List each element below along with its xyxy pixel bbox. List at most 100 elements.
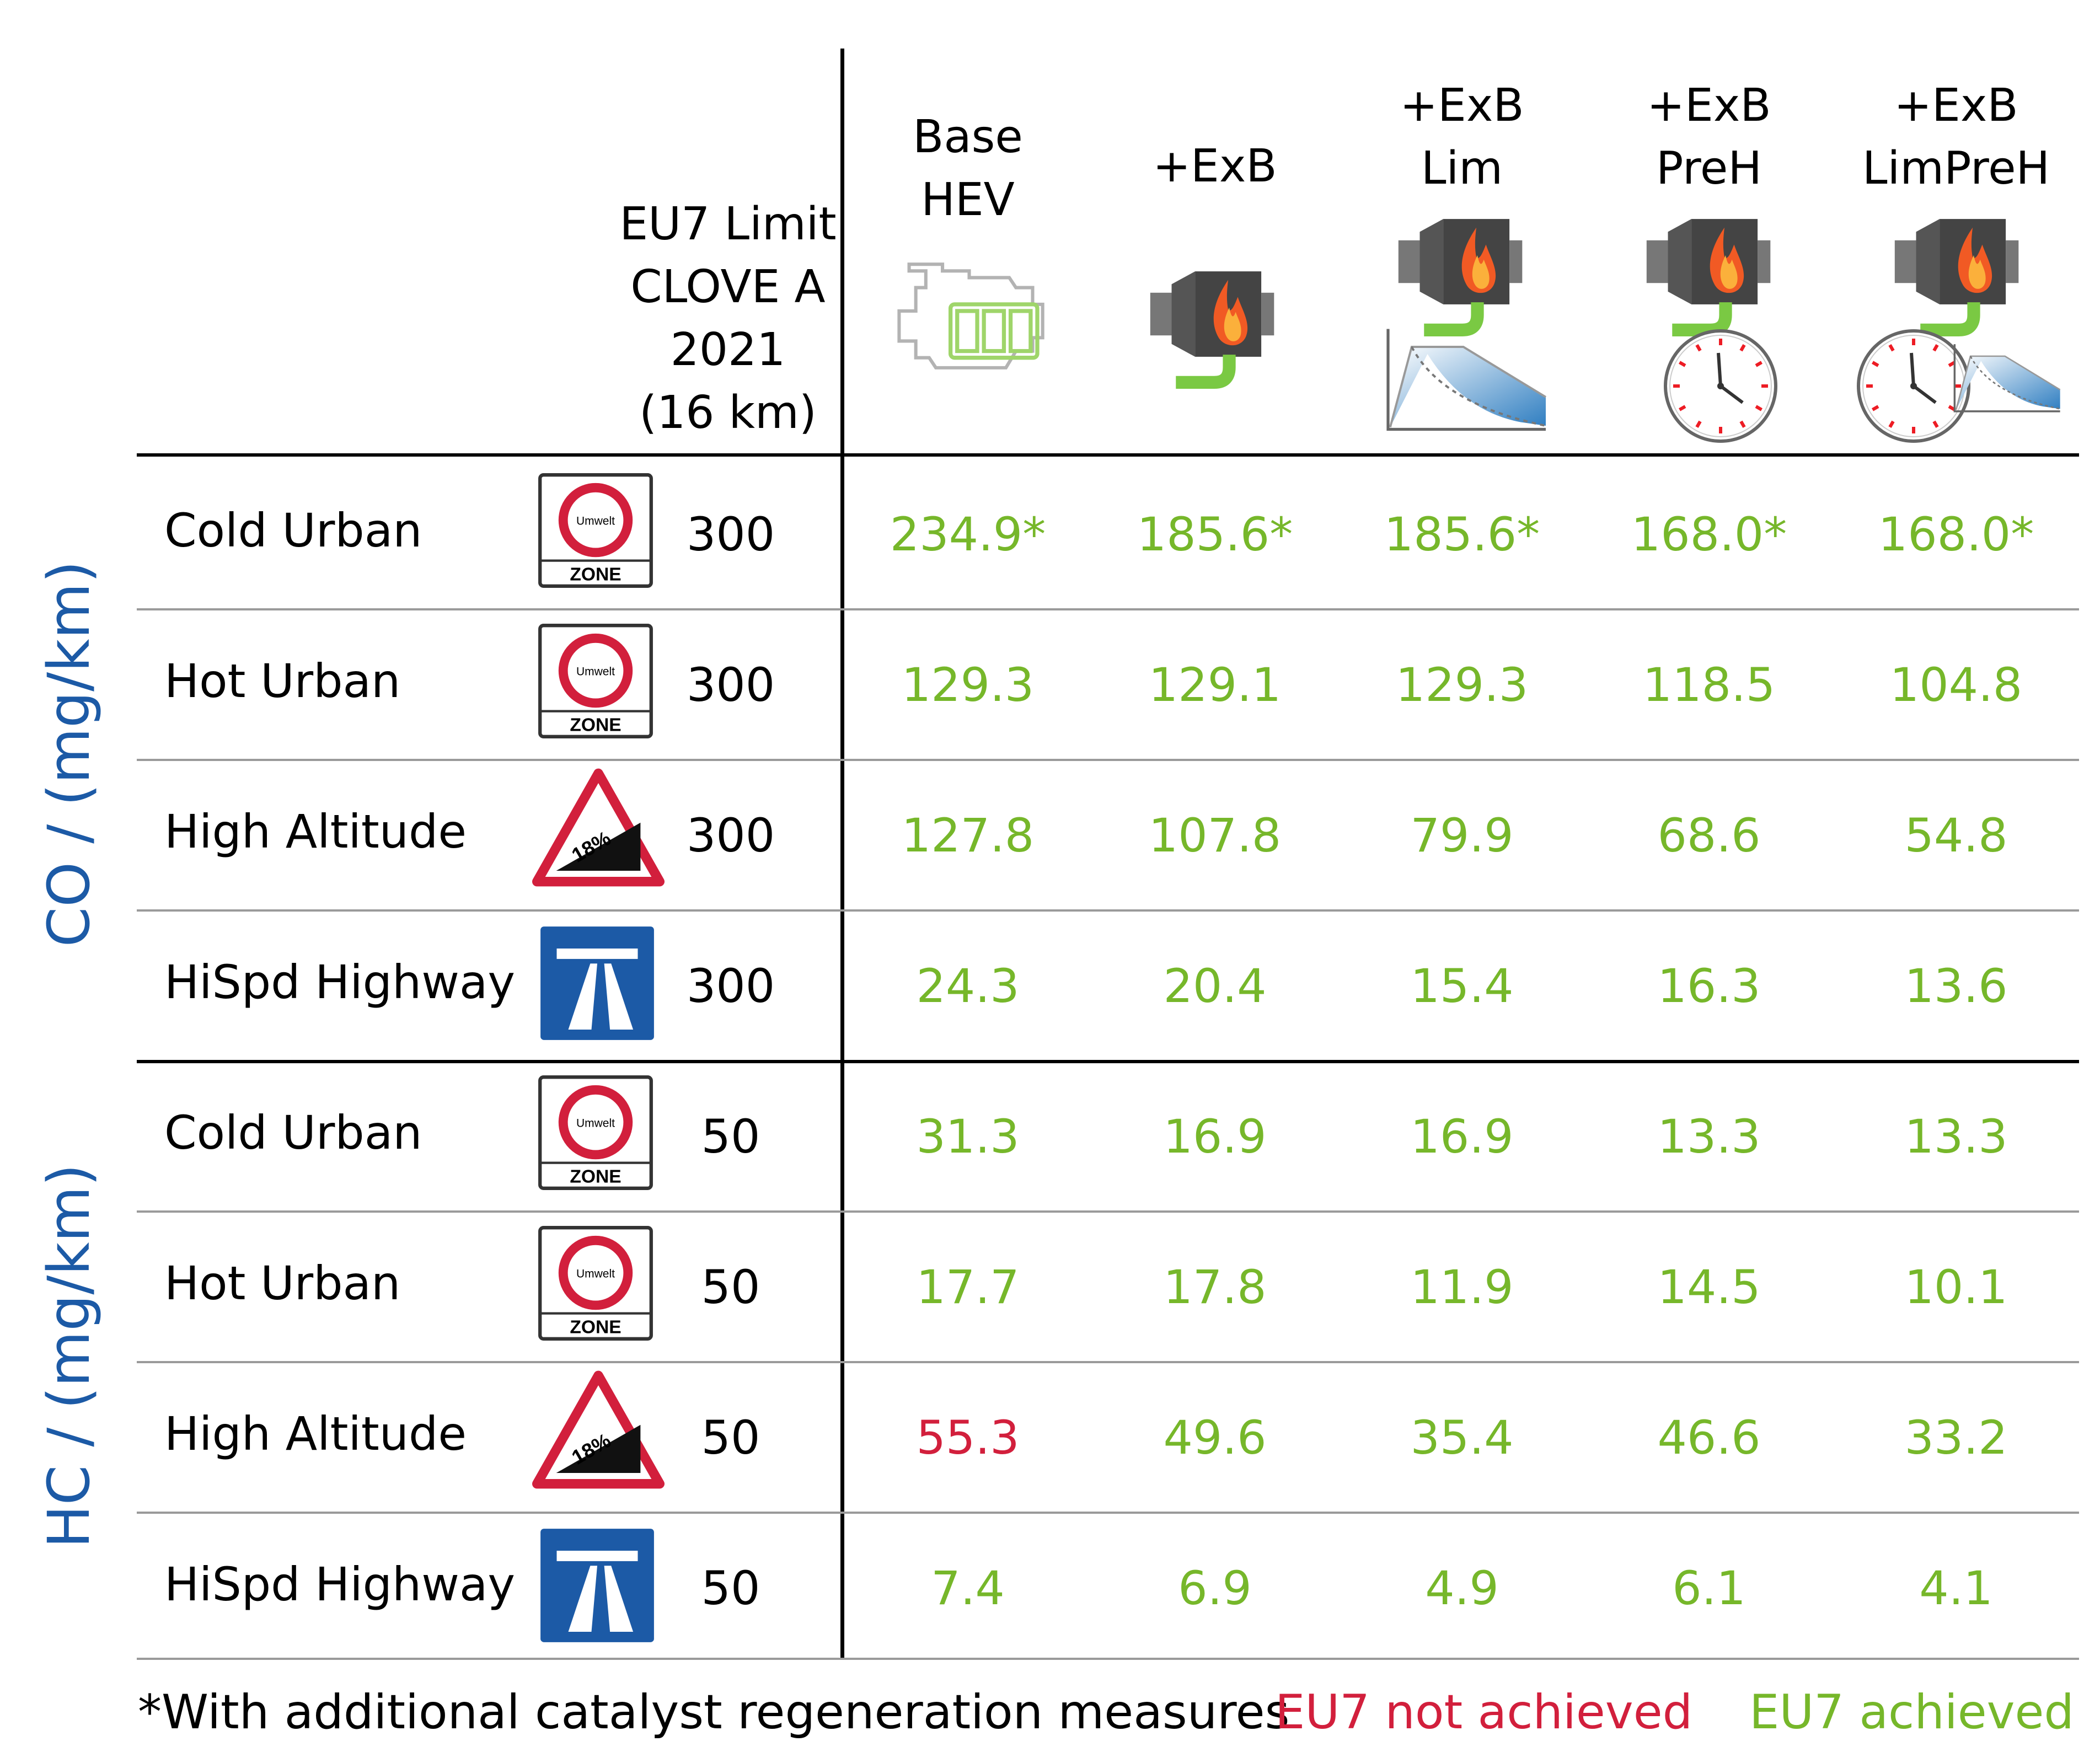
exhaust-burner-icon: [1646, 219, 1771, 336]
value-cell: 46.6: [1657, 1410, 1761, 1465]
column-header: +ExB LimPreH: [1829, 74, 2083, 200]
row-label: Hot Urban: [164, 1256, 401, 1310]
legend-not-achieved: EU7 not achieved: [1275, 1685, 1693, 1740]
value-cell: 35.4: [1410, 1410, 1514, 1465]
value-cell: 68.6: [1657, 808, 1761, 862]
value-cell: 16.9: [1163, 1109, 1267, 1164]
value-cell: 79.9: [1410, 808, 1514, 862]
zone-sign-bottom-text: ZONE: [570, 1317, 621, 1337]
value-cell: 168.0*: [1631, 507, 1787, 561]
exhaust-burner-icon: [1398, 219, 1523, 336]
row-divider: [137, 1210, 2079, 1213]
group-label: CO / (mg/km): [35, 560, 103, 947]
column-header: +ExB PreH: [1582, 74, 1836, 200]
zone-sign-top-text: Umwelt: [576, 665, 615, 678]
row-divider: [137, 909, 2079, 912]
limit-value: 300: [686, 808, 775, 862]
steep-grade-sign-icon: 18%: [532, 768, 665, 886]
legend-note: *With additional catalyst regeneration m…: [138, 1685, 1290, 1740]
column-header-line: PreH: [1656, 142, 1763, 195]
limit-curve-icon: [1386, 329, 1547, 431]
value-cell: 17.7: [916, 1260, 1020, 1314]
group-divider: [137, 1060, 2079, 1063]
value-cell: 129.3: [901, 657, 1035, 712]
value-cell: 6.1: [1672, 1561, 1746, 1615]
limit-value: 50: [701, 1260, 760, 1314]
group-label: HC / (mg/km): [35, 1164, 103, 1549]
value-cell: 4.1: [1919, 1561, 1993, 1615]
motorway-sign-icon: [540, 926, 654, 1040]
limit-header-line: 2021: [670, 324, 786, 376]
zone-sign-bottom-text: ZONE: [570, 564, 621, 585]
row-label: High Altitude: [164, 804, 467, 859]
column-header-line: Base: [913, 111, 1023, 163]
value-cell: 54.8: [1904, 808, 2008, 862]
environmental-zone-sign-icon: Umwelt ZONE: [538, 623, 653, 738]
environmental-zone-sign-icon: Umwelt ZONE: [538, 473, 653, 588]
row-label: Cold Urban: [164, 1105, 422, 1160]
column-header-line: +ExB: [1894, 79, 2018, 132]
limit-value: 50: [701, 1410, 760, 1465]
legend-achieved: EU7 achieved: [1749, 1685, 2075, 1740]
exhaust-burner-icon: [1894, 219, 2019, 336]
exhaust-burner-icon: [1150, 271, 1274, 389]
value-cell: 234.9*: [890, 507, 1046, 561]
value-cell: 10.1: [1904, 1260, 2008, 1314]
value-cell: 104.8: [1889, 657, 2023, 712]
column-header-line: +ExB: [1153, 140, 1277, 192]
value-cell: 13.6: [1904, 958, 2008, 1013]
column-header: +ExB: [1088, 135, 1342, 198]
value-cell: 33.2: [1904, 1410, 2008, 1465]
value-cell: 168.0*: [1878, 507, 2034, 561]
value-cell: 4.9: [1425, 1561, 1499, 1615]
column-header: Base HEV: [841, 106, 1095, 232]
environmental-zone-sign-icon: Umwelt ZONE: [538, 1075, 653, 1190]
value-cell: 129.1: [1148, 657, 1282, 712]
value-cell: 7.4: [931, 1561, 1005, 1615]
value-cell: 13.3: [1904, 1109, 2008, 1164]
limit-value: 50: [701, 1109, 760, 1164]
clock-icon: [1664, 329, 1777, 443]
limit-value: 300: [686, 507, 775, 561]
value-cell: 129.3: [1395, 657, 1529, 712]
value-cell: 6.9: [1178, 1561, 1252, 1615]
row-divider: [137, 759, 2079, 761]
zone-sign-bottom-text: ZONE: [570, 715, 621, 735]
column-header-line: HEV: [921, 174, 1015, 226]
column-divider: [840, 49, 844, 1660]
value-cell: 55.3: [916, 1410, 1020, 1465]
row-divider: [137, 1658, 2079, 1660]
zone-sign-top-text: Umwelt: [576, 1117, 615, 1129]
row-label: HiSpd Highway: [164, 955, 516, 1009]
limit-value: 50: [701, 1561, 760, 1615]
limit-header-line: CLOVE A: [630, 261, 826, 313]
value-cell: 20.4: [1163, 958, 1267, 1013]
steep-grade-sign-icon: 18%: [532, 1370, 665, 1488]
engine-battery-icon: [897, 262, 1044, 369]
value-cell: 11.9: [1410, 1260, 1514, 1314]
column-header-line: LimPreH: [1862, 142, 2050, 195]
value-cell: 17.8: [1163, 1260, 1267, 1314]
value-cell: 107.8: [1148, 808, 1282, 862]
row-divider: [137, 1512, 2079, 1514]
value-cell: 13.3: [1657, 1109, 1761, 1164]
motorway-sign-icon: [540, 1528, 654, 1642]
value-cell: 15.4: [1410, 958, 1514, 1013]
value-cell: 127.8: [901, 808, 1035, 862]
limit-header-line: (16 km): [639, 387, 817, 439]
column-header-line: +ExB: [1647, 79, 1771, 132]
zone-sign-top-text: Umwelt: [576, 1267, 615, 1280]
value-cell: 14.5: [1657, 1260, 1761, 1314]
environmental-zone-sign-icon: Umwelt ZONE: [538, 1225, 653, 1341]
row-label: High Altitude: [164, 1406, 467, 1461]
value-cell: 185.6*: [1137, 507, 1293, 561]
clock-icon: [1857, 329, 1970, 443]
limit-curve-icon: [1953, 344, 2061, 412]
value-cell: 185.6*: [1384, 507, 1540, 561]
row-label: HiSpd Highway: [164, 1557, 516, 1611]
column-header-line: +ExB: [1400, 79, 1524, 132]
limit-header-line: EU7 Limit: [619, 198, 837, 250]
header-divider: [137, 453, 2079, 457]
value-cell: 16.3: [1657, 958, 1761, 1013]
